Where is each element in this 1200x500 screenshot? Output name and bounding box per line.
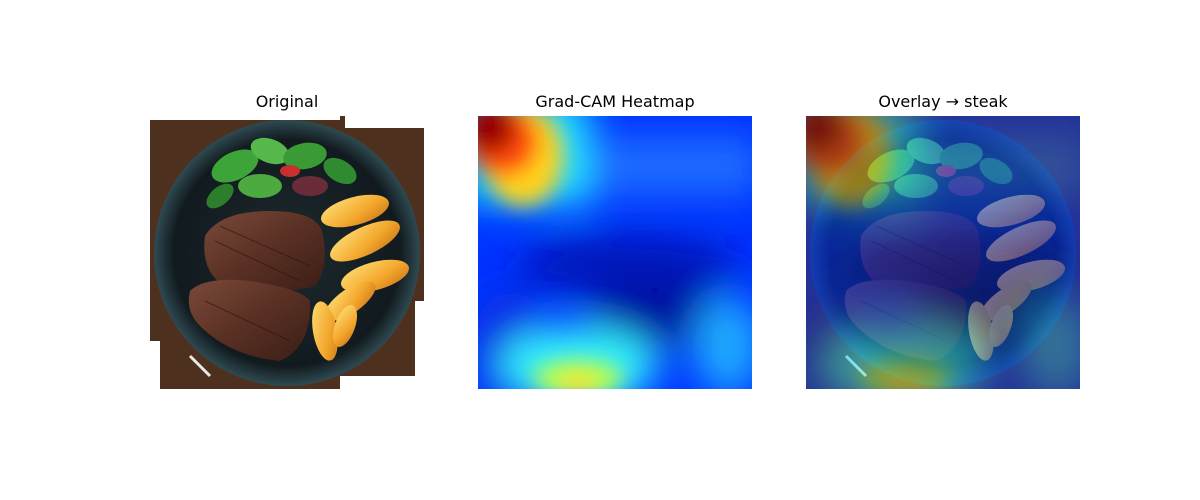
panel-title-original: Original: [255, 92, 319, 111]
original-image: [150, 116, 424, 389]
panel-title-heatmap: Grad-CAM Heatmap: [535, 92, 695, 111]
panel-title-overlay: Overlay → steak: [878, 92, 1008, 111]
overlay-image: [806, 116, 1080, 389]
gradcam-heatmap-image: [478, 116, 752, 389]
